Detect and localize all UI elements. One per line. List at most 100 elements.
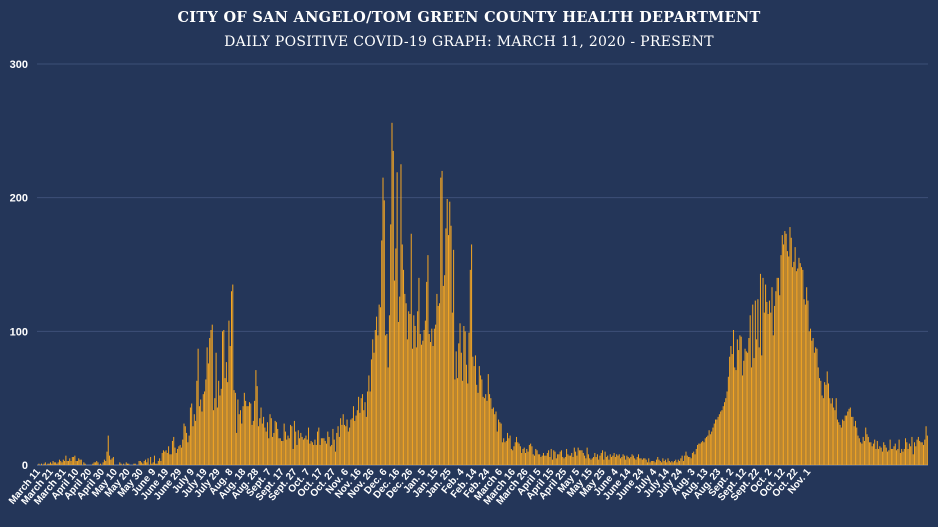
gridlines <box>37 63 928 466</box>
bar <box>709 434 711 465</box>
bar <box>681 455 683 465</box>
bar <box>836 419 838 465</box>
bar <box>171 440 173 465</box>
bar <box>456 378 458 465</box>
bar <box>539 454 541 465</box>
bar <box>476 384 478 465</box>
bar <box>768 300 770 465</box>
bar <box>463 325 465 465</box>
bar <box>496 431 498 465</box>
bar <box>486 400 488 465</box>
bar <box>777 277 779 465</box>
bar <box>75 460 77 465</box>
bar <box>879 446 881 465</box>
bar <box>437 305 439 465</box>
bar <box>902 451 904 465</box>
bar <box>38 463 40 465</box>
bar <box>468 332 470 465</box>
bar <box>165 450 167 465</box>
bar <box>341 424 343 465</box>
bar <box>467 383 469 465</box>
bar <box>834 410 836 465</box>
bar <box>745 351 747 465</box>
bar <box>442 285 444 465</box>
bar <box>260 407 262 465</box>
bar <box>460 352 462 465</box>
bar <box>560 450 562 465</box>
bar <box>899 452 901 465</box>
bar <box>228 320 230 465</box>
bar <box>92 463 94 465</box>
bar <box>394 280 396 465</box>
bar <box>576 455 578 465</box>
bar <box>305 435 307 465</box>
bar <box>881 451 883 465</box>
bar <box>293 420 295 465</box>
bar <box>542 452 544 465</box>
bar <box>858 438 860 465</box>
bar <box>722 406 724 465</box>
bar <box>517 442 519 465</box>
bar <box>920 442 922 465</box>
bar <box>514 442 516 465</box>
bar <box>141 462 143 465</box>
bar <box>472 356 474 465</box>
bar <box>80 459 82 465</box>
bar <box>783 244 785 465</box>
bar <box>96 460 98 465</box>
bar <box>426 281 428 465</box>
bar <box>863 440 865 465</box>
bar <box>525 452 527 465</box>
bar <box>232 284 234 465</box>
bar <box>801 267 803 465</box>
bar <box>593 456 595 465</box>
bar <box>890 448 892 465</box>
bar <box>622 454 624 465</box>
bar <box>308 427 310 465</box>
bar <box>914 442 916 465</box>
bar <box>739 335 741 465</box>
bar <box>477 392 479 465</box>
bar <box>872 443 874 465</box>
bar <box>553 450 555 465</box>
bar <box>102 462 104 465</box>
bar <box>564 456 566 465</box>
bar <box>43 463 45 465</box>
bar <box>632 455 634 465</box>
bar <box>492 407 494 465</box>
bars <box>38 122 928 465</box>
bar <box>322 438 324 465</box>
bar <box>315 444 317 465</box>
bar <box>164 451 166 465</box>
bar <box>654 462 656 465</box>
bar <box>182 439 184 465</box>
bar <box>374 330 376 465</box>
bar <box>860 442 862 465</box>
bar <box>237 399 239 465</box>
bar <box>770 312 772 465</box>
bar <box>503 438 505 465</box>
bar <box>84 463 86 465</box>
bar <box>195 420 197 465</box>
bar <box>698 443 700 465</box>
bar <box>614 456 616 465</box>
bar <box>200 399 202 465</box>
bar <box>866 434 868 465</box>
bar <box>724 402 726 465</box>
bar <box>392 150 394 465</box>
bar <box>613 452 615 465</box>
bar <box>558 454 560 465</box>
bar <box>270 418 272 465</box>
bar <box>845 415 847 465</box>
bar <box>133 463 135 465</box>
bar <box>103 459 105 465</box>
bar <box>383 200 385 465</box>
bar <box>694 454 696 465</box>
bar <box>471 244 473 465</box>
bar <box>259 418 261 465</box>
bar <box>903 448 905 465</box>
bar <box>449 201 451 465</box>
bar <box>549 456 551 465</box>
bar <box>480 375 482 465</box>
